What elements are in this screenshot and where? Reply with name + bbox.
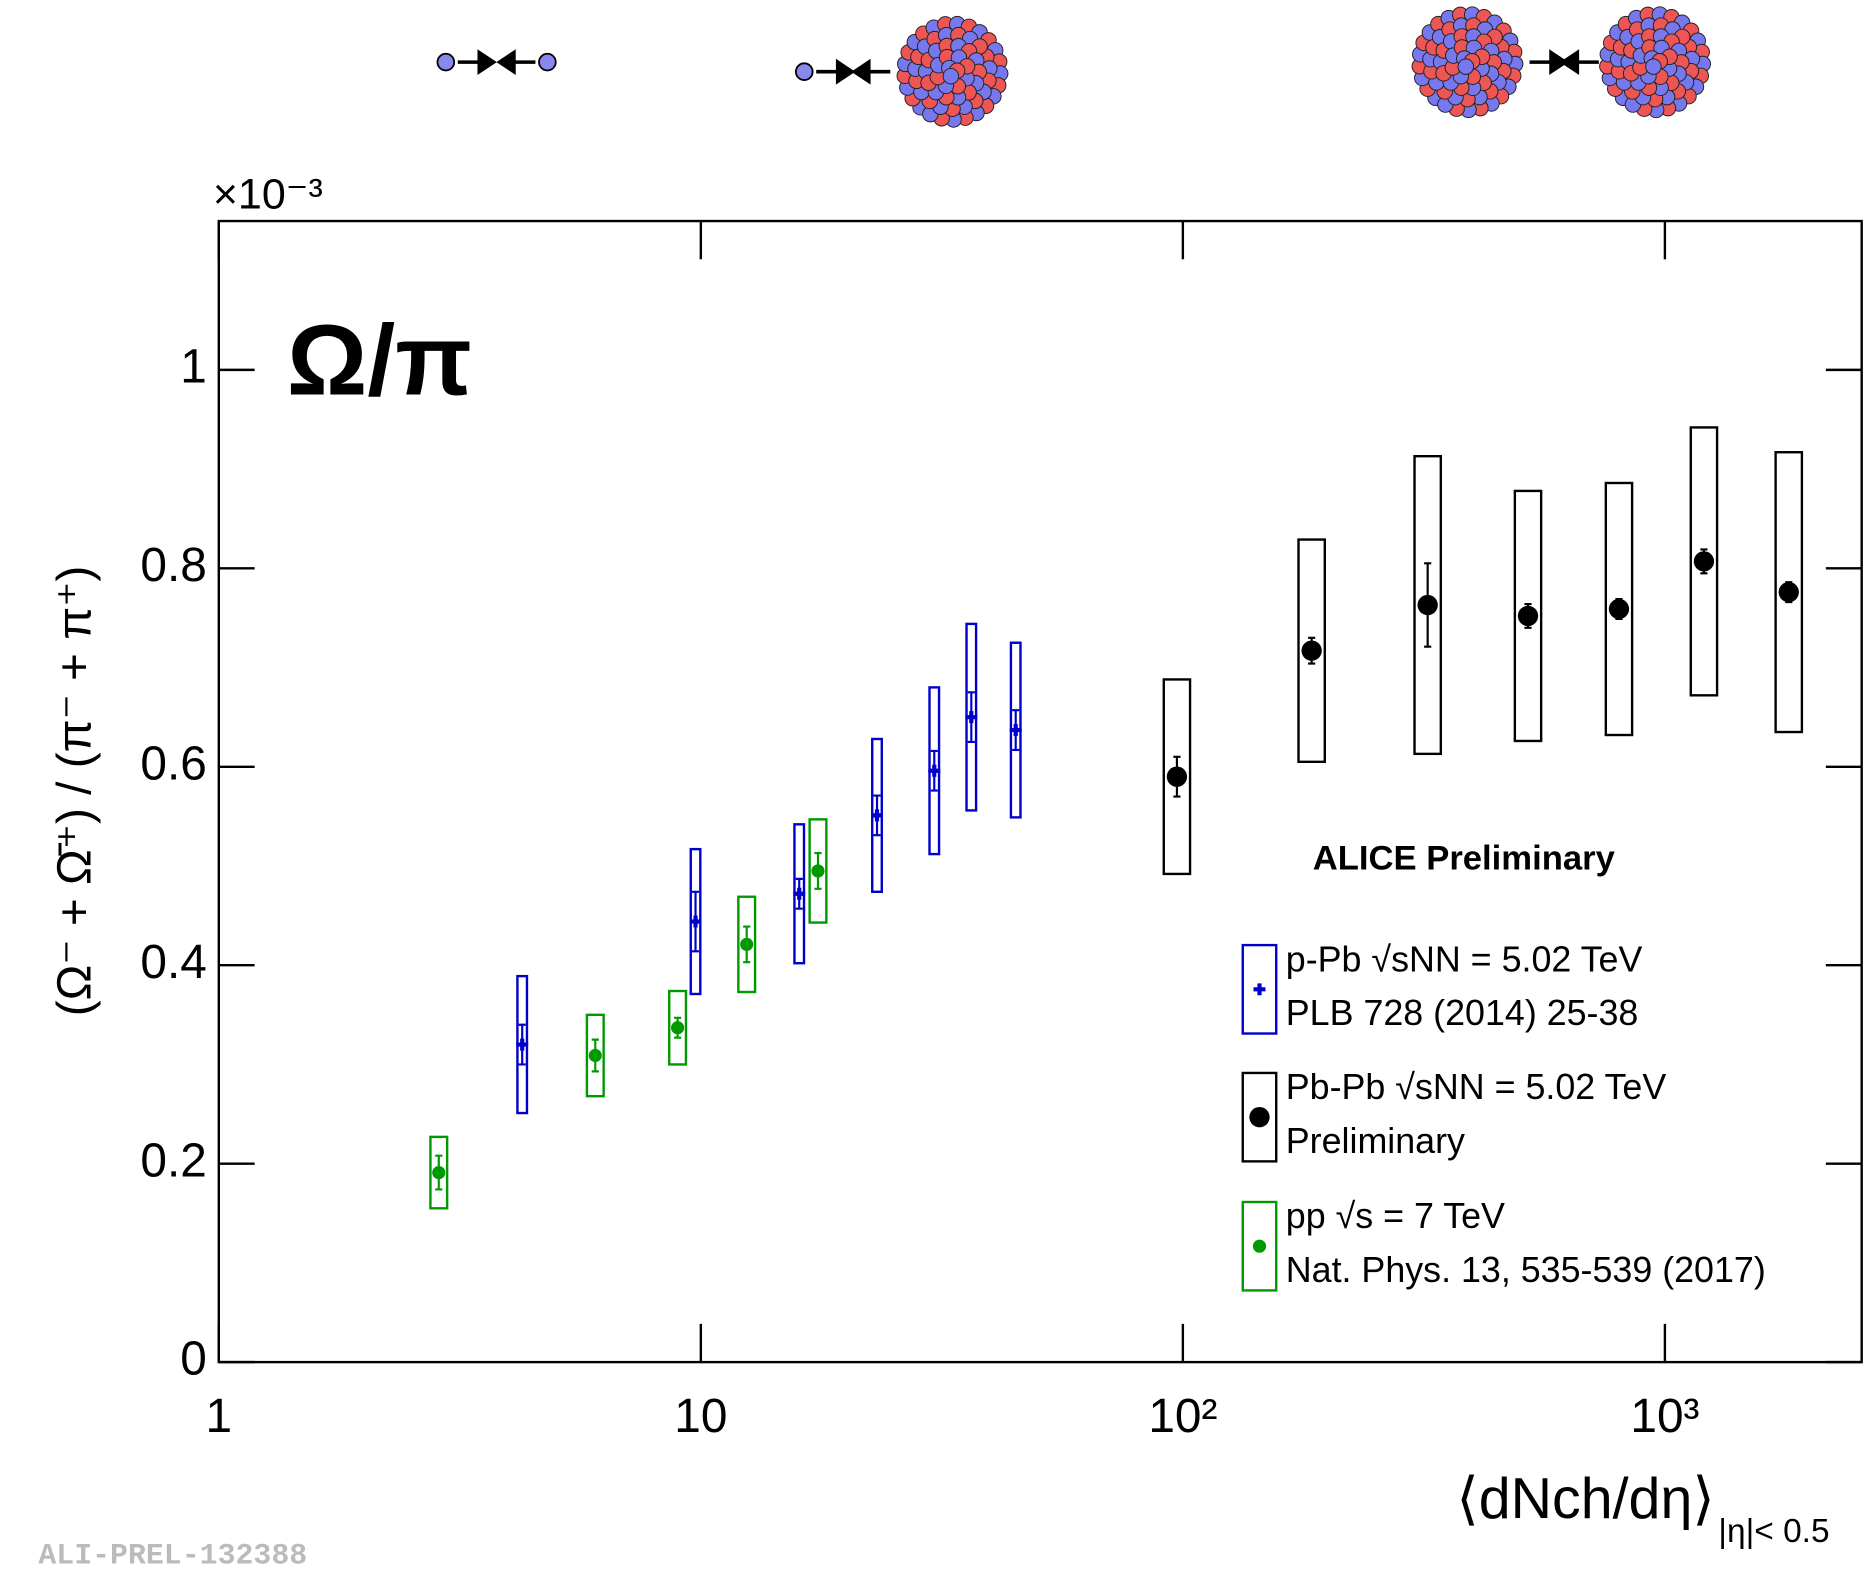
y-multiplier: ×10⁻³ bbox=[213, 171, 323, 219]
arrow-icon bbox=[816, 58, 856, 85]
sys-box bbox=[737, 895, 757, 994]
y-tick-label: 0.8 bbox=[140, 539, 206, 592]
sys-box bbox=[585, 1013, 605, 1098]
marker bbox=[1166, 766, 1188, 787]
marker bbox=[811, 864, 825, 878]
collision-icons bbox=[436, 6, 1711, 128]
y-tick-label: 0.4 bbox=[140, 936, 206, 989]
sys-box bbox=[1689, 426, 1719, 697]
x-tick-label: 10² bbox=[1148, 1390, 1217, 1443]
sys-box bbox=[668, 989, 688, 1066]
x-tick-label: 10 bbox=[674, 1390, 727, 1443]
legend-label: Pb-Pb √sNN = 5.02 TeV bbox=[1286, 1067, 1667, 1107]
nucleon-icon bbox=[942, 67, 960, 85]
marker bbox=[1517, 605, 1539, 627]
proton-icon bbox=[538, 52, 557, 72]
marker bbox=[1608, 598, 1630, 620]
marker bbox=[965, 711, 978, 724]
y-axis-label: (Ω⁻ + Ω̄⁺) / (π⁻ + π⁺) bbox=[48, 566, 101, 1017]
arrow-icon bbox=[496, 49, 536, 76]
legend-label: pp √s = 7 TeV bbox=[1286, 1196, 1505, 1236]
sys-box bbox=[429, 1135, 449, 1210]
legend-reference: Nat. Phys. 13, 535-539 (2017) bbox=[1286, 1250, 1766, 1290]
sys-box bbox=[1162, 678, 1192, 876]
y-tick-label: 1 bbox=[180, 341, 207, 394]
marker bbox=[588, 1048, 602, 1063]
marker bbox=[1778, 581, 1799, 603]
legend-marker bbox=[1249, 1107, 1270, 1128]
marker bbox=[793, 887, 806, 900]
marker bbox=[1301, 640, 1322, 661]
sys-box bbox=[808, 818, 828, 924]
x-tick-label: 10³ bbox=[1630, 1390, 1699, 1443]
legend-marker bbox=[1252, 1239, 1267, 1253]
legend-box bbox=[1241, 943, 1278, 1035]
sys-box bbox=[1604, 481, 1634, 737]
arrow-icon bbox=[1559, 49, 1599, 76]
footer-id: ALI-PREL-132388 bbox=[38, 1539, 307, 1570]
marker bbox=[671, 1021, 685, 1035]
x-tick-label: 1 bbox=[206, 1390, 233, 1443]
y-tick-label: 0.6 bbox=[140, 737, 206, 790]
marker bbox=[516, 1038, 529, 1051]
marker bbox=[871, 809, 883, 822]
legend-box bbox=[1241, 1200, 1278, 1292]
nucleon-icon bbox=[1457, 58, 1475, 75]
arrow-icon bbox=[851, 58, 891, 85]
legend-reference: PLB 728 (2014) 25-38 bbox=[1286, 993, 1639, 1033]
x-axis-label-subscript: |η|< 0.5 bbox=[1718, 1513, 1829, 1550]
marker bbox=[689, 915, 702, 928]
y-tick-label: 0 bbox=[180, 1333, 207, 1386]
arrow-icon bbox=[1529, 49, 1569, 76]
plot-frame bbox=[217, 219, 1863, 1364]
sys-box bbox=[1297, 538, 1326, 763]
arrow-icon bbox=[457, 49, 497, 76]
x-axis-label: ⟨dNch/dη⟩ bbox=[1456, 1467, 1714, 1531]
marker bbox=[1693, 551, 1715, 572]
marker bbox=[928, 764, 941, 777]
marker bbox=[1417, 594, 1438, 616]
legend-reference: Preliminary bbox=[1286, 1121, 1465, 1161]
annotation: ALICE Preliminary bbox=[1313, 839, 1616, 877]
marker bbox=[740, 937, 754, 951]
chart-title: Ω/π bbox=[287, 305, 472, 417]
proton-icon bbox=[795, 62, 814, 81]
nucleon-icon bbox=[1645, 58, 1662, 75]
sys-box bbox=[1774, 451, 1804, 734]
proton-icon bbox=[436, 52, 456, 72]
legend-label: p-Pb √sNN = 5.02 TeV bbox=[1286, 939, 1643, 979]
legend-box bbox=[1241, 1071, 1278, 1163]
sys-box bbox=[1413, 455, 1443, 756]
marker bbox=[1009, 724, 1022, 737]
sys-box bbox=[1513, 489, 1543, 743]
marker bbox=[432, 1166, 446, 1180]
legend-marker bbox=[1253, 983, 1266, 996]
y-tick-label: 0.2 bbox=[140, 1134, 206, 1187]
